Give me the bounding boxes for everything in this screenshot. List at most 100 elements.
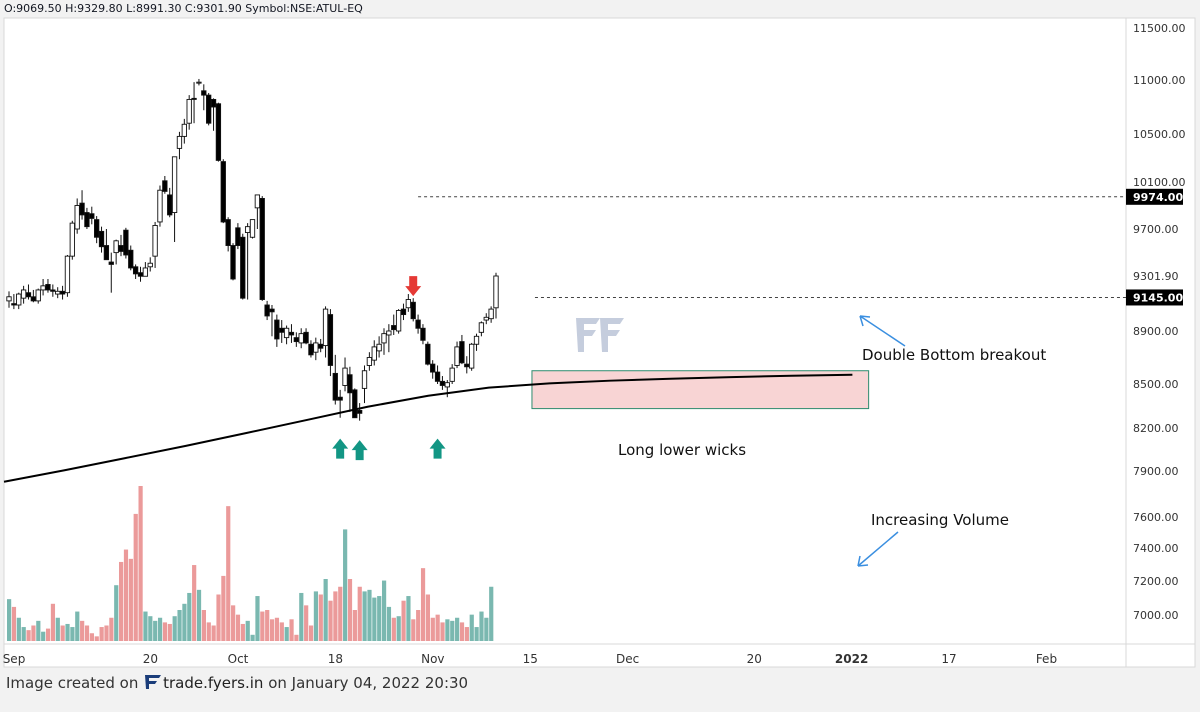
- volume-bar: [231, 605, 236, 641]
- candle: [327, 309, 334, 377]
- volume-bar: [367, 589, 372, 641]
- candle-body: [69, 222, 75, 257]
- candle-body: [444, 382, 450, 388]
- candle-body: [318, 343, 324, 349]
- breakout-annotation: Double Bottom breakout: [862, 346, 1047, 364]
- volume-bar: [313, 591, 319, 641]
- volume-bar: [99, 627, 104, 641]
- volume-bar: [279, 622, 284, 641]
- time-tick-label: Feb: [1036, 652, 1057, 666]
- candle-body: [434, 371, 441, 382]
- candle-body: [79, 202, 85, 216]
- candle-body: [196, 81, 202, 84]
- volume-bar: [157, 617, 163, 641]
- candle: [176, 131, 183, 160]
- candle: [459, 334, 465, 365]
- candle: [410, 298, 416, 322]
- candle: [11, 294, 17, 310]
- volume-bar: [386, 606, 392, 641]
- volume-callout-arrow-icon: [857, 531, 899, 567]
- candle-body: [25, 292, 32, 298]
- candle: [191, 82, 197, 124]
- candle: [108, 252, 114, 293]
- candle-body: [98, 230, 105, 248]
- candle-body: [376, 343, 382, 352]
- candle-body: [40, 285, 46, 291]
- time-tick-label: 20: [747, 652, 762, 666]
- volume-bar: [119, 561, 124, 641]
- candle: [20, 285, 27, 304]
- volume-bar: [153, 620, 158, 641]
- candle: [464, 356, 470, 374]
- candle: [103, 229, 110, 261]
- candle-body: [176, 135, 183, 149]
- volume-bar: [377, 596, 382, 641]
- volume-bar: [357, 586, 362, 641]
- volume-bar: [196, 589, 202, 641]
- candle: [361, 365, 368, 404]
- candle: [415, 314, 421, 334]
- footer-suffix: on January 04, 2022 20:30: [268, 674, 469, 692]
- candle-body: [84, 212, 90, 228]
- candle: [142, 262, 149, 277]
- price-scale-area: [1125, 17, 1196, 668]
- candle: [420, 324, 426, 345]
- candle-body: [94, 219, 100, 238]
- volume-bar: [308, 625, 314, 641]
- candle-body: [123, 229, 129, 256]
- volume-bar: [80, 620, 85, 641]
- candle: [439, 376, 446, 390]
- candle-body: [264, 304, 270, 317]
- green-up-arrow-icon: [429, 438, 446, 459]
- footer-credit: Image created on trade.fyers.in on Janua…: [6, 674, 468, 692]
- candle-body: [420, 327, 426, 341]
- candle-body: [464, 363, 470, 368]
- candle-body: [283, 327, 290, 339]
- candle-body: [59, 290, 66, 295]
- green-up-arrow-icon: [351, 440, 368, 461]
- candle: [45, 278, 51, 293]
- candle: [113, 239, 119, 265]
- price-tick-label: 11500.00: [1133, 22, 1186, 35]
- candle-body: [55, 290, 61, 295]
- candle-body: [454, 346, 460, 366]
- volume-bar: [435, 614, 440, 641]
- candle: [454, 341, 460, 369]
- candle: [196, 78, 202, 86]
- candle-body: [293, 337, 299, 343]
- candle: [264, 300, 270, 321]
- candle-body: [6, 296, 12, 302]
- candle: [342, 357, 348, 392]
- candle-body: [478, 322, 485, 333]
- candle-body: [254, 194, 261, 209]
- candle-body: [459, 341, 465, 364]
- candle: [25, 284, 32, 300]
- candle: [152, 221, 158, 268]
- footer-prefix: Image created on: [6, 674, 139, 692]
- volume-bar: [479, 611, 484, 641]
- candle-body: [244, 226, 251, 233]
- footer-brand[interactable]: trade.fyers.in: [163, 674, 264, 692]
- price-tick-label: 9700.00: [1133, 223, 1179, 236]
- candle: [274, 314, 280, 347]
- candle: [254, 194, 261, 229]
- candle-body: [220, 161, 226, 223]
- candle-body: [128, 249, 134, 269]
- volume-bar: [425, 594, 431, 641]
- candle: [118, 234, 124, 257]
- candle: [147, 257, 153, 272]
- candle-body: [322, 308, 329, 347]
- volume-bar: [16, 617, 21, 641]
- candle-body: [16, 293, 22, 306]
- volume-bar: [401, 600, 406, 641]
- candle-body: [347, 374, 353, 394]
- candle-body: [210, 98, 217, 108]
- candle-body: [361, 370, 368, 389]
- candle-body: [235, 227, 241, 246]
- candle-body: [113, 240, 119, 254]
- candle-body: [493, 275, 499, 309]
- candle: [313, 337, 319, 361]
- candle: [157, 185, 163, 227]
- candle: [469, 342, 475, 371]
